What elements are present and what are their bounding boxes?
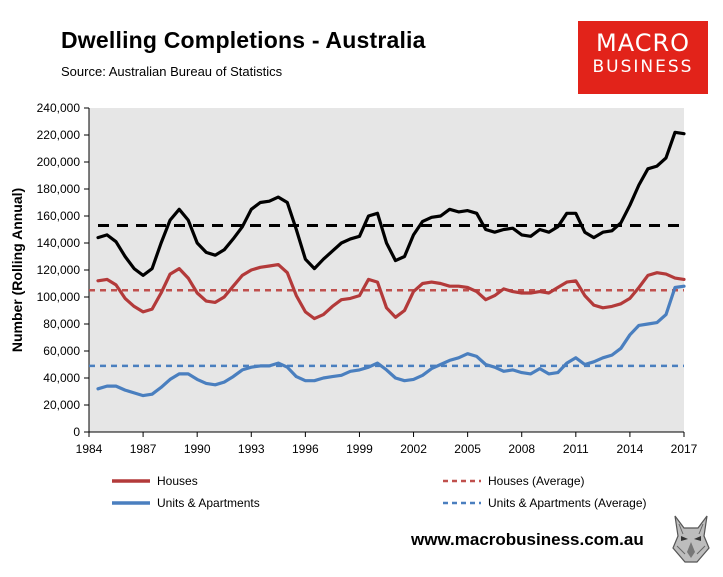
y-tick-label: 60,000 xyxy=(43,344,80,358)
y-tick-label: 120,000 xyxy=(37,263,81,277)
y-tick-label: 180,000 xyxy=(37,182,81,196)
x-tick-label: 2008 xyxy=(508,442,535,456)
series-line-total xyxy=(96,130,686,277)
x-tick-label: 1987 xyxy=(130,442,157,456)
y-tick-label: 160,000 xyxy=(37,209,81,223)
x-tick-label: 2002 xyxy=(400,442,427,456)
chart-subtitle: Source: Australian Bureau of Statistics xyxy=(61,64,283,79)
footer-url[interactable]: www.macrobusiness.com.au xyxy=(411,530,644,549)
y-tick-label: 0 xyxy=(73,425,80,439)
logo-line1: MACRO xyxy=(595,29,691,57)
series-line-units-apartments xyxy=(96,284,686,398)
x-tick-label: 1984 xyxy=(76,442,103,456)
x-tick-label: 1996 xyxy=(292,442,319,456)
y-axis-label: Number (Rolling Annual) xyxy=(9,188,25,352)
x-tick-label: 2017 xyxy=(671,442,698,456)
legend-label-houses: Houses xyxy=(157,474,198,488)
legend-label-units-apartments: Units & Apartments xyxy=(157,496,260,510)
legend-label-units-apartments-average: Units & Apartments (Average) xyxy=(488,496,647,510)
x-tick-label: 2011 xyxy=(563,442,589,456)
y-tick-label: 100,000 xyxy=(37,290,81,304)
x-tick-label: 1990 xyxy=(184,442,211,456)
x-tick-label: 1993 xyxy=(238,442,265,456)
x-tick-label: 1999 xyxy=(346,442,373,456)
series-line-houses xyxy=(96,263,686,321)
y-tick-label: 200,000 xyxy=(37,155,81,169)
y-tick-label: 140,000 xyxy=(37,236,81,250)
y-tick-label: 220,000 xyxy=(37,128,81,142)
y-tick-label: 40,000 xyxy=(43,371,80,385)
y-tick-label: 20,000 xyxy=(43,398,80,412)
chart-title: Dwelling Completions - Australia xyxy=(61,27,426,53)
y-tick-label: 80,000 xyxy=(43,317,80,331)
x-tick-label: 2014 xyxy=(617,442,644,456)
y-tick-label: 240,000 xyxy=(37,101,81,115)
logo-line2: BUSINESS xyxy=(592,57,694,77)
plot-area xyxy=(89,108,684,432)
macrobusiness-logo: MACRO BUSINESS xyxy=(578,21,708,94)
wolf-logo-icon xyxy=(672,515,710,563)
legend-label-houses-average: Houses (Average) xyxy=(488,474,585,488)
x-tick-label: 2005 xyxy=(454,442,481,456)
